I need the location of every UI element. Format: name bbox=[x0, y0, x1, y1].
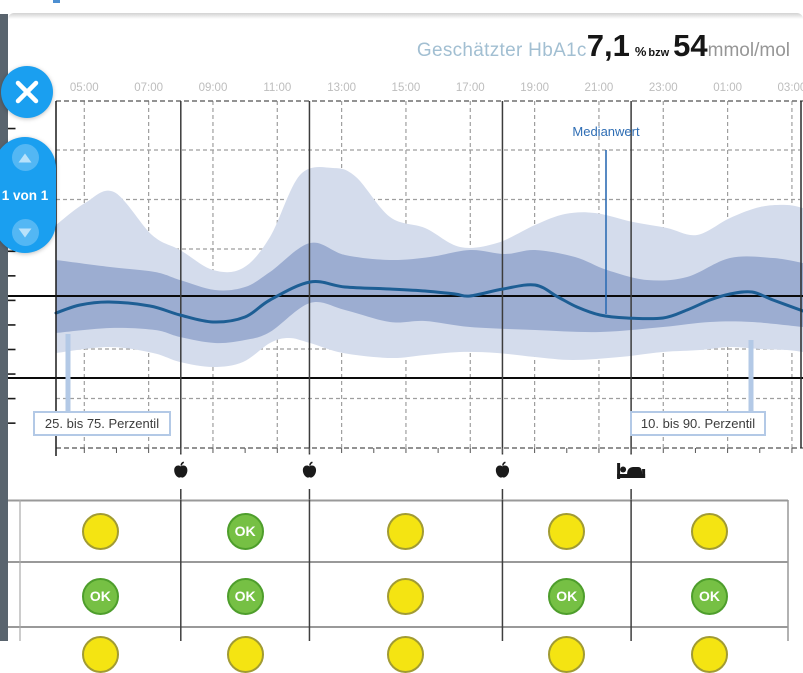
status-table: OK OK OK OK OK bbox=[81, 512, 729, 673]
status-circle-ok: OK bbox=[81, 577, 119, 615]
hba1c-conjunction: bzw bbox=[648, 47, 670, 59]
time-label: 01:00 bbox=[713, 82, 742, 94]
meal-apple-icon bbox=[302, 461, 317, 478]
median-annotation: Medianwert bbox=[572, 124, 640, 139]
status-circle-yellow bbox=[387, 635, 425, 673]
hba1c-mmol-value: 54 bbox=[673, 28, 708, 63]
status-circle-yellow bbox=[81, 512, 119, 550]
pager: 1 von 1 bbox=[0, 137, 56, 253]
pager-label: 1 von 1 bbox=[1, 187, 49, 203]
hba1c-percent-value: 7,1 bbox=[586, 28, 630, 63]
status-circle-yellow bbox=[226, 635, 264, 673]
pager-down-button[interactable] bbox=[11, 219, 39, 246]
time-label: 11:00 bbox=[263, 82, 291, 94]
status-circle-ok: OK bbox=[226, 577, 264, 615]
time-label: 09:00 bbox=[199, 82, 228, 94]
pager-up-button[interactable] bbox=[11, 144, 39, 171]
time-label: 21:00 bbox=[585, 82, 614, 94]
hba1c-mmol-unit: mmol/mol bbox=[707, 40, 790, 61]
time-label: 19:00 bbox=[520, 82, 549, 94]
agp-chart: 05:00 07:00 09:00 11:00 13:00 15:00 17:00 19:00… bbox=[8, 82, 803, 641]
status-circle-yellow bbox=[691, 512, 729, 550]
left-edge-strip bbox=[0, 14, 8, 641]
sleep-bed-icon bbox=[617, 463, 646, 479]
percentile-10-90-label: 10. bis 90. Perzentil bbox=[630, 411, 766, 436]
cropped-header-text bbox=[53, 0, 60, 3]
close-icon bbox=[15, 80, 39, 104]
status-circle-yellow bbox=[81, 635, 119, 673]
chevron-up-icon bbox=[18, 153, 32, 162]
close-button[interactable] bbox=[1, 66, 53, 118]
time-label: 23:00 bbox=[649, 82, 678, 94]
meal-apple-icon bbox=[495, 461, 510, 478]
chevron-down-icon bbox=[18, 228, 32, 237]
status-circle-yellow bbox=[548, 512, 586, 550]
status-circle-yellow bbox=[548, 635, 586, 673]
hba1c-label: Geschätzter HbA1c bbox=[416, 40, 587, 61]
time-label: 05:00 bbox=[70, 82, 99, 94]
status-circle-ok: OK bbox=[691, 577, 729, 615]
time-label: 17:00 bbox=[456, 82, 485, 94]
meal-apple-icon bbox=[174, 461, 188, 478]
hba1c-percent-unit: % bbox=[634, 44, 647, 59]
status-circle-yellow bbox=[387, 577, 425, 615]
status-circle-yellow bbox=[387, 512, 425, 550]
percentile-25-75-label: 25. bis 75. Perzentil bbox=[33, 411, 171, 436]
time-label: 03:00 bbox=[778, 82, 803, 94]
median-line bbox=[54, 280, 803, 324]
hba1c-summary: Geschätzter HbA1c 7,1 % bzw 54 mmol/mol bbox=[417, 30, 790, 62]
time-label: 07:00 bbox=[134, 82, 163, 94]
status-circle-yellow bbox=[691, 635, 729, 673]
status-circle-ok: OK bbox=[226, 512, 264, 550]
time-label: 15:00 bbox=[392, 82, 421, 94]
time-label: 13:00 bbox=[327, 82, 356, 94]
status-circle-ok: OK bbox=[548, 577, 586, 615]
card-top-shadow bbox=[8, 13, 803, 19]
